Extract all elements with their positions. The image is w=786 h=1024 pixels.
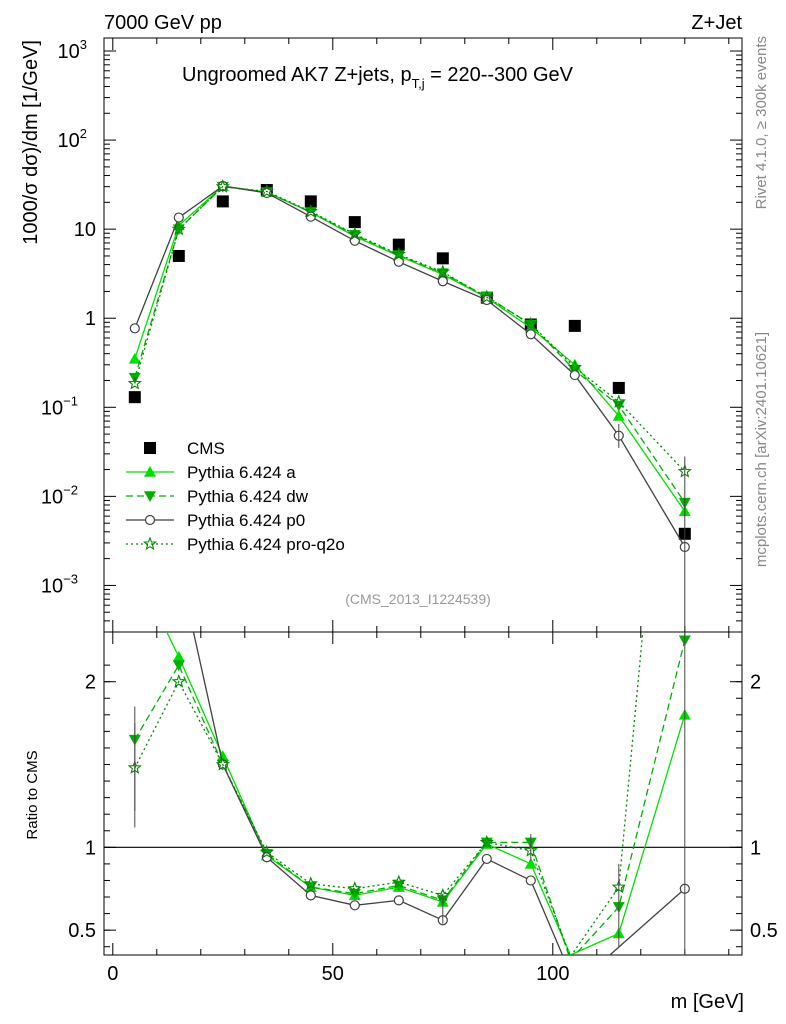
collision-label: 7000 GeV pp [104,12,222,34]
legend-label: Pythia 6.424 dw [187,487,309,506]
rivet-label: Rivet 4.1.0, ≥ 300k events [753,36,770,209]
main-data-point [479,289,494,304]
main-data-point [171,221,186,236]
main-data-point [436,252,449,265]
x-axis-label: m [GeV] [671,991,744,1013]
main-data-point [348,216,361,229]
main-data-point [567,359,582,374]
legend: CMS Pythia 6.424 a Pythia 6.424 dw Pythia 6… [126,439,345,554]
ratio-data-point [305,890,316,901]
main-data-point [129,323,140,334]
ratio-ylabel: Ratio to CMS [24,750,41,839]
legend-marker [144,491,156,502]
title-sub: T,j [412,76,425,91]
ratio-data-point [481,853,492,865]
main-data-point [391,246,406,261]
ratio-data-point [261,852,272,863]
title-rest: = 220--300 GeV [425,64,574,86]
ratio-y-tick-label: 0.5 [68,920,96,942]
main-series-line [134,185,686,472]
legend-label: Pythia 6.424 a [187,463,296,482]
legend-marker [144,466,156,477]
legend-label: Pythia 6.424 pro-q2o [187,535,345,554]
main-data-point [128,352,141,364]
legend-label: Pythia 6.424 p0 [187,511,305,530]
legend-label: CMS [187,439,225,458]
main-y-tick-label: 10 [74,219,96,241]
main-series-group [127,179,692,632]
main-y-tick-label: 102 [58,126,87,152]
ratio-series-line [134,640,686,955]
ratio-data-point [171,674,186,688]
ratio-data-point [303,876,318,890]
main-data-point [392,238,405,251]
main-data-point [612,381,625,394]
analysis-id: (CMS_2013_I1224539) [345,591,491,607]
x-tick-label: 50 [322,963,344,985]
main-data-point [523,316,538,331]
ratio-data-point [259,844,274,859]
main-y-tick-label: 10−3 [41,571,78,597]
ratio-data-point [524,857,537,869]
main-data-point [259,183,274,198]
title-main: Ungroomed AK7 Z+jets, p [182,64,412,86]
ratio-frame [103,631,743,956]
ratio-data-point [525,875,536,886]
main-y-tick-label: 10−2 [41,482,78,508]
main-data-point [305,211,316,222]
process-label: Z+Jet [691,12,742,34]
ratio-data-point [347,881,362,895]
main-ylabel: 1000/σ dσ)/dm [1/GeV] [20,40,42,245]
main-data-point [172,249,185,262]
x-tick-label: 0 [107,963,118,985]
main-data-point [612,409,625,421]
ratio-data-point [479,834,494,849]
ratio-data-point [215,756,230,771]
main-data-point [437,276,448,287]
ratio-series-group [127,632,691,955]
main-data-point [392,250,405,262]
main-data-point [568,319,581,332]
main-data-point [128,391,141,404]
ratio-y-tick-label-right: 1 [750,837,761,859]
legend-marker [144,514,156,526]
main-data-point [173,212,184,223]
main-data-point [611,394,626,408]
ratio-y-tick-label: 2 [85,672,96,694]
ratio-data-point [349,900,360,911]
main-y-tick-label: 103 [58,37,87,63]
mcplots-label: mcplots.cern.ch [arXiv:2401.10621] [753,332,770,567]
ratio-series-line [134,632,644,955]
x-tick-label: 100 [536,963,569,985]
ratio-y-tick-label-right: 0.5 [750,920,778,942]
main-data-point [435,264,450,279]
main-data-point [303,203,318,218]
main-y-tick-label: 1 [85,308,96,330]
main-data-point [304,195,317,208]
ratio-data-point [172,660,185,672]
main-y-tick-label: 10−1 [41,393,78,419]
legend-marker [142,536,158,551]
ratio-data-point [393,895,404,906]
legend-marker [144,442,156,454]
ratio-data-point [172,650,185,662]
main-title: Ungroomed AK7 Z+jets, pT,j = 220--300 Ge… [182,64,574,91]
main-data-point [347,226,362,241]
main-data-point [127,375,142,390]
ratio-y-tick-label: 1 [85,837,96,859]
main-data-point [525,329,536,340]
main-data-point [216,195,229,208]
ratio-plot-area: 0 50 100 0.5 0.5 1 1 2 2 [68,631,778,985]
ratio-data-point [391,874,406,889]
main-data-point [215,179,230,193]
ratio-y-tick-label-right: 2 [750,672,761,694]
